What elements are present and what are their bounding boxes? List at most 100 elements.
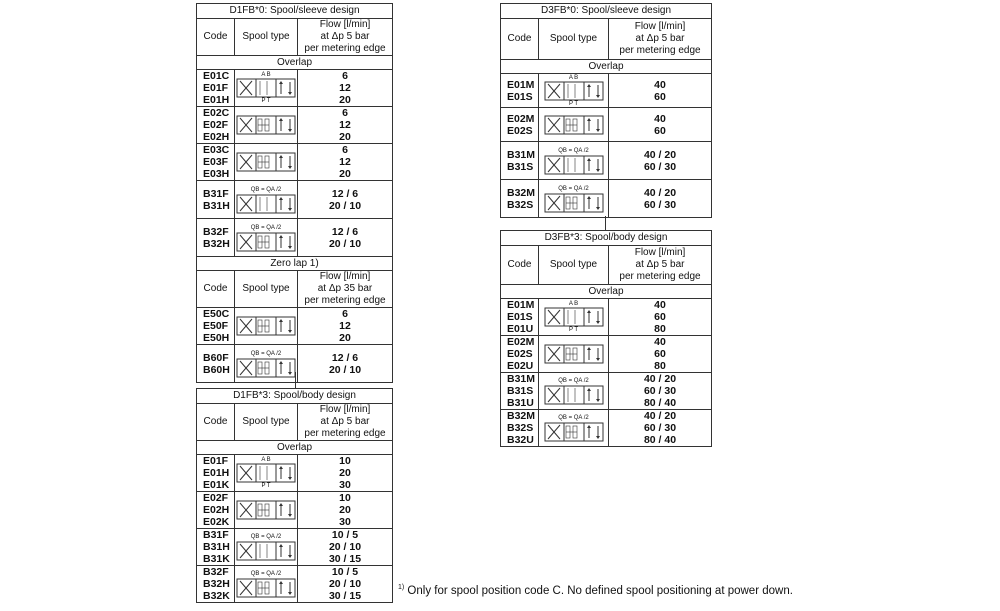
spool-B32-icon xyxy=(235,578,297,598)
flow-values: 10 / 5 20 / 10 30 / 15 xyxy=(296,528,394,566)
section-label: Overlap xyxy=(195,55,394,70)
flow-values: 10 / 5 20 / 10 30 / 15 xyxy=(296,565,394,603)
spool-codes: E02F E02H E02K xyxy=(196,491,235,529)
col-header-code: Code xyxy=(196,18,235,56)
section-label: Zero lap 1) xyxy=(195,256,394,271)
spool-type-cell xyxy=(234,491,298,529)
spool-codes: E01C E01F E01H xyxy=(196,69,235,107)
col-header-spool: Spool type xyxy=(234,403,298,441)
spool-type-cell xyxy=(538,107,609,142)
table-d1fb3: D1FB*3: Spool/body design Code Spool type F… xyxy=(195,388,394,603)
spool-codes: B31F B31H B31K xyxy=(196,528,235,566)
connector-line xyxy=(295,372,296,388)
spool-codes: E03C E03F E03H xyxy=(196,143,235,181)
col-header-spool: Spool type xyxy=(538,245,609,285)
connector-line xyxy=(605,216,606,230)
spool-B31-icon xyxy=(539,385,608,405)
spool-codes: E02C E02F E02H xyxy=(196,106,235,144)
spool-type-cell xyxy=(234,307,298,345)
table-row: E02M E02S E02U 40 60 80 xyxy=(500,335,713,373)
spool-type-cell: QB = QA /2 xyxy=(234,565,298,603)
spool-B31-icon xyxy=(539,155,608,175)
table-title: D3FB*3: Spool/body design xyxy=(499,230,713,246)
section-label: Overlap xyxy=(499,284,713,299)
flow-values: 10 20 30 xyxy=(296,454,394,492)
flow-values: 40 / 20 60 / 30 xyxy=(607,179,713,218)
flow-ratio-note: QB = QA /2 xyxy=(558,415,589,421)
col-header-code: Code xyxy=(500,245,539,285)
spool-codes: E02M E02S xyxy=(500,107,539,142)
flow-ratio-note: QB = QA /2 xyxy=(558,378,589,384)
spool-B32-icon xyxy=(235,232,297,252)
flow-ratio-note: QB = QA /2 xyxy=(250,350,282,357)
flow-values: 10 20 30 xyxy=(296,491,394,529)
spool-type-cell: QB = QA /2 xyxy=(538,409,609,447)
table-row: B31F B31H QB = QA /2 12 / 6 20 / 10 xyxy=(196,180,394,219)
flow-values: 6 12 20 xyxy=(296,69,394,107)
spool-type-cell: QB = QA /2 xyxy=(538,179,609,218)
table-row: E02C E02F E02H 6 12 20 xyxy=(196,106,394,144)
flow-ratio-note: QB = QA /2 xyxy=(558,147,589,154)
col-header-code: Code xyxy=(196,270,235,308)
col-header-spool: Spool type xyxy=(234,18,298,56)
spool-type-cell xyxy=(234,143,298,181)
spool-E03-icon xyxy=(235,152,297,172)
spool-E02-icon xyxy=(235,115,297,135)
spool-codes: B32M B32S xyxy=(500,179,539,218)
spool-codes: B31F B31H xyxy=(196,180,235,219)
flow-values: 40 / 20 60 / 30 80 / 40 xyxy=(607,409,713,447)
spool-codes: B32F B32H B32K xyxy=(196,565,235,603)
spool-codes: B60F B60H xyxy=(196,344,235,383)
spool-codes: E01M E01S xyxy=(500,73,539,108)
spool-type-cell: QB = QA /2 xyxy=(234,218,298,257)
flow-values: 12 / 6 20 / 10 xyxy=(296,344,394,383)
flow-values: 12 / 6 20 / 10 xyxy=(296,218,394,257)
spool-B60-icon xyxy=(235,358,297,378)
flow-values: 40 60 xyxy=(607,73,713,108)
footnote: 1) Only for spool position code C. No de… xyxy=(398,584,793,597)
table-d1fb0: D1FB*0: Spool/sleeve design Code Spool typ… xyxy=(195,3,394,383)
spool-E01-icon xyxy=(235,78,297,98)
col-header-flow: Flow [l/min] at Δp 35 bar per metering edg… xyxy=(296,270,394,308)
table-title: D1FB*3: Spool/body design xyxy=(195,388,394,404)
spool-type-cell: QB = QA /2 xyxy=(234,528,298,566)
flow-ratio-note: QB = QA /2 xyxy=(250,186,282,193)
flow-values: 6 12 20 xyxy=(296,143,394,181)
section-label: Overlap xyxy=(499,59,713,74)
spool-type-cell: QB = QA /2 xyxy=(538,141,609,180)
spool-type-cell: QB = QA /2 xyxy=(538,372,609,410)
table-row: E50C E50F E50H 6 12 20 xyxy=(196,307,394,345)
col-header-code: Code xyxy=(500,18,539,60)
table-row: B60F B60H QB = QA /2 12 / 6 20 / 10 xyxy=(196,344,394,383)
spool-codes: E50C E50F E50H xyxy=(196,307,235,345)
flow-values: 6 12 20 xyxy=(296,106,394,144)
table-row: B31M B31S B31U QB = QA /2 40 / 20 60 / 30 80 /… xyxy=(500,372,713,410)
spool-type-cell: QB = QA /2 xyxy=(234,180,298,219)
table-row: B32M B32S QB = QA /2 40 / 20 60 / 30 xyxy=(500,179,713,218)
flow-ratio-note: QB = QA /2 xyxy=(250,534,282,540)
table-row: B31F B31H B31K QB = QA /2 10 / 5 20 / 10 30 / … xyxy=(196,528,394,566)
spool-B31-icon xyxy=(235,194,297,214)
flow-ratio-note: QB = QA /2 xyxy=(250,571,282,577)
col-header-flow: Flow [l/min] at Δp 5 bar per metering edge xyxy=(296,18,394,56)
flow-values: 12 / 6 20 / 10 xyxy=(296,180,394,219)
spool-type-cell xyxy=(538,335,609,373)
table-row: E02F E02H E02K 10 20 30 xyxy=(196,491,394,529)
table-row: E03C E03F E03H 6 12 20 xyxy=(196,143,394,181)
spool-E01-icon xyxy=(235,463,297,483)
flow-ratio-note: QB = QA /2 xyxy=(558,185,589,192)
spool-E02-icon xyxy=(539,115,608,135)
table-row: B32M B32S B32U QB = QA /2 40 / 20 60 / 30 80 /… xyxy=(500,409,713,447)
col-header-flow: Flow [l/min] at Δp 5 bar per metering edge xyxy=(607,245,713,285)
spool-codes: E02M E02S E02U xyxy=(500,335,539,373)
flow-values: 40 / 20 60 / 30 xyxy=(607,141,713,180)
col-header-spool: Spool type xyxy=(234,270,298,308)
flow-values: 40 60 80 xyxy=(607,298,713,336)
spool-E02-icon xyxy=(539,344,608,364)
